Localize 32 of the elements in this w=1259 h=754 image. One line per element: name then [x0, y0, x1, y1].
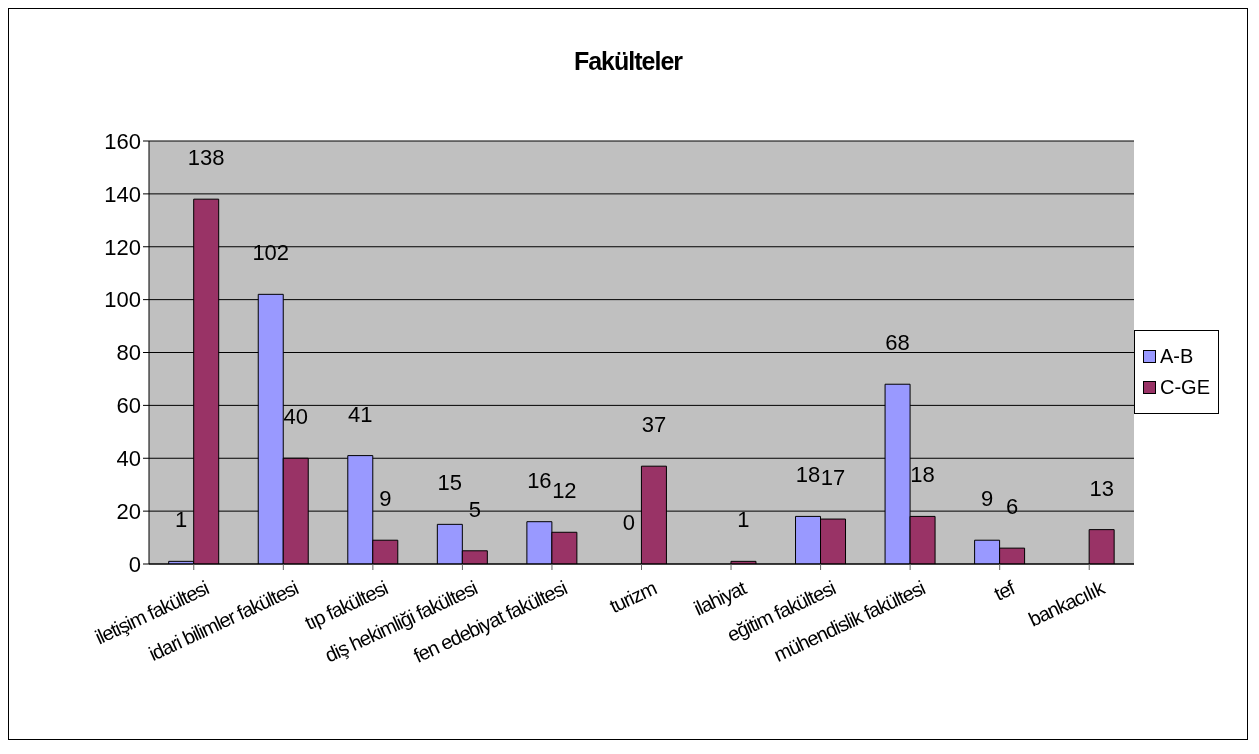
data-label: 16 [527, 467, 552, 493]
data-label: 17 [820, 465, 846, 491]
y-tick-label: 160 [104, 128, 141, 154]
data-label: 12 [552, 478, 577, 504]
data-label: 0 [622, 510, 636, 535]
legend-label: C-GE [1160, 375, 1210, 399]
y-tick-label: 0 [128, 551, 141, 577]
x-tick-label: tef [990, 576, 1019, 605]
legend-label: A-B [1160, 344, 1194, 368]
data-label: 1 [175, 507, 188, 533]
data-label: 138 [187, 145, 225, 171]
y-tick-label: 100 [104, 287, 141, 313]
y-tick-label: 60 [116, 393, 141, 419]
data-label: 9 [379, 486, 392, 512]
data-label: 40 [283, 404, 308, 430]
data-label: 18 [910, 462, 935, 488]
y-tick-label: 80 [116, 340, 141, 366]
x-tick-label: turizm [606, 576, 660, 618]
data-label: 15 [437, 470, 463, 496]
y-tick-label: 20 [116, 498, 141, 524]
data-label: 68 [885, 330, 910, 356]
data-label: 1 [737, 507, 750, 533]
data-label: 102 [252, 240, 290, 266]
y-tick-label: 40 [116, 446, 141, 472]
data-label: 18 [795, 462, 821, 488]
y-tick-label: 140 [104, 181, 141, 207]
y-tick-label: 120 [104, 234, 141, 260]
chart-title: Fakülteler [572, 47, 684, 76]
data-label: 37 [641, 412, 667, 438]
data-label: 9 [980, 486, 994, 512]
data-label: 13 [1089, 475, 1114, 501]
data-label: 41 [348, 401, 373, 427]
